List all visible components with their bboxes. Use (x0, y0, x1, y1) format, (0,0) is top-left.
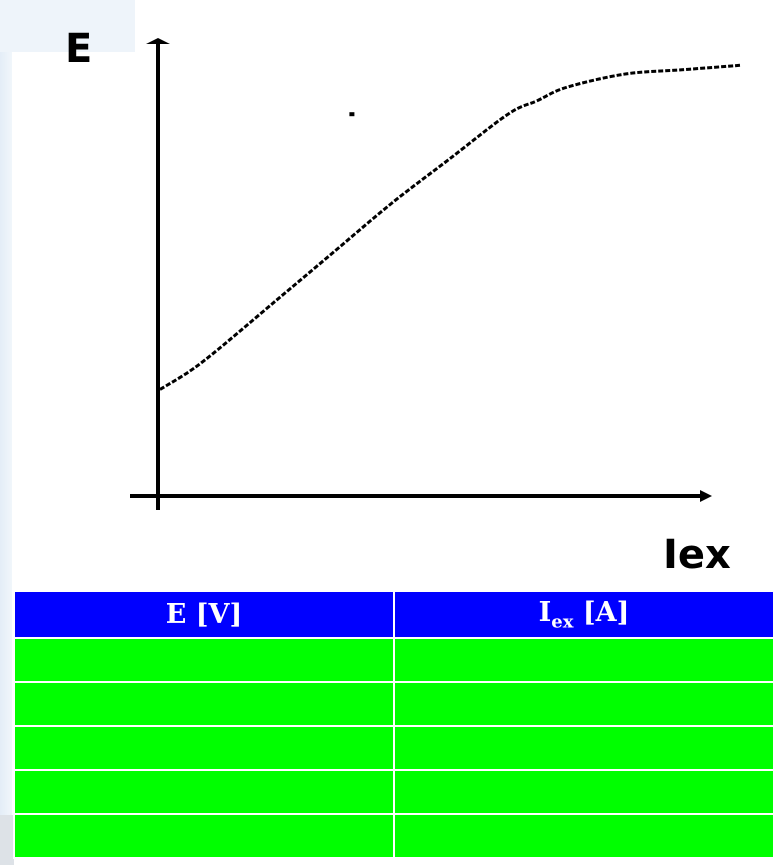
header-e-label: E [V] (165, 599, 243, 630)
table-row (13, 813, 775, 859)
table-row (13, 725, 775, 771)
bottom-left-band (0, 815, 14, 865)
header-e-volts: E [V] (13, 590, 395, 639)
header-i-label: I (538, 596, 552, 628)
data-table: E [V] Iex [A] (13, 590, 775, 859)
magnetization-curve-chart: E Iex (65, 26, 741, 578)
table-cell-iex[interactable] (393, 681, 775, 727)
table-cell-e[interactable] (13, 769, 395, 815)
stray-data-point (349, 112, 355, 117)
top-left-band (0, 0, 135, 52)
table-header-row: E [V] Iex [A] (13, 590, 775, 639)
table-row (13, 769, 775, 815)
table-cell-iex[interactable] (393, 813, 775, 859)
table-cell-iex[interactable] (393, 637, 775, 683)
x-axis-label: Iex (663, 532, 731, 578)
table-cell-e[interactable] (13, 637, 395, 683)
x-axis-arrowhead (700, 490, 712, 502)
y-axis-label: E (65, 26, 92, 72)
table-cell-e[interactable] (13, 813, 395, 859)
header-i-subscript: ex (551, 611, 574, 633)
table-cell-e[interactable] (13, 681, 395, 727)
left-edge-band (0, 0, 12, 865)
table-cell-iex[interactable] (393, 725, 775, 771)
table-cell-iex[interactable] (393, 769, 775, 815)
table-row (13, 681, 775, 727)
excitation-curve (159, 63, 741, 391)
header-iex-amps: Iex [A] (393, 590, 775, 639)
header-i-unit: [A] (573, 596, 630, 628)
table-cell-e[interactable] (13, 725, 395, 771)
y-axis-arrowhead (146, 38, 170, 44)
table-row (13, 637, 775, 683)
